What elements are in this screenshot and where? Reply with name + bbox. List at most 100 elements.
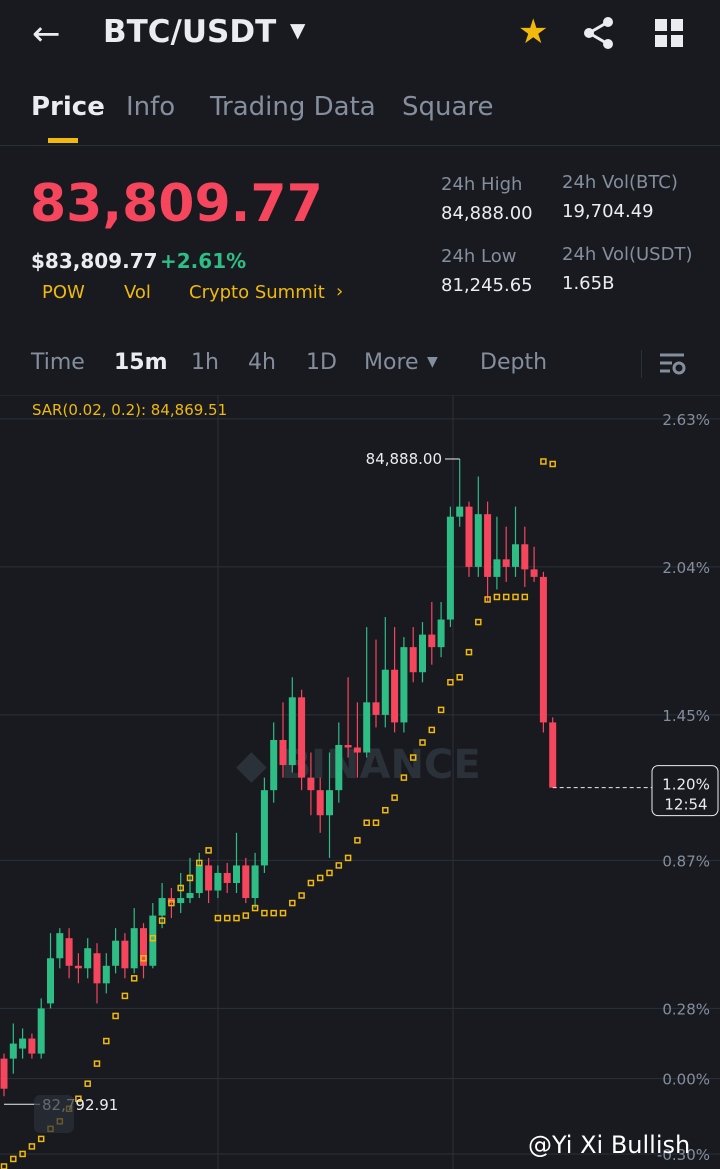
sar-dot xyxy=(149,934,157,942)
zoom-button[interactable] xyxy=(34,1095,74,1133)
menu-icon[interactable] xyxy=(655,19,683,47)
last-price: 83,809.77 xyxy=(30,174,323,234)
sar-dot xyxy=(335,862,343,869)
sar-dot xyxy=(409,754,417,761)
interval[interactable]: 1D xyxy=(306,350,337,375)
sar-dot xyxy=(251,904,259,912)
sar-dot xyxy=(400,774,408,781)
candle-body xyxy=(195,865,203,894)
stat-label: 24h Vol(BTC) xyxy=(562,172,678,193)
countdown: 12:54 xyxy=(664,796,707,814)
interval[interactable]: 15m xyxy=(114,350,168,375)
candle-body xyxy=(158,898,166,916)
stat-label: 24h Vol(USDT) xyxy=(562,244,693,265)
sar-dot xyxy=(223,914,231,922)
candle-body xyxy=(428,634,436,648)
tag[interactable]: Vol xyxy=(124,282,151,303)
candle-body xyxy=(298,697,306,778)
sar-dot xyxy=(540,458,547,465)
sar-dot xyxy=(177,884,184,892)
candle-body xyxy=(56,933,64,959)
pair-dropdown[interactable]: ▼ xyxy=(290,18,306,42)
sar-dot xyxy=(391,794,398,801)
y-tick-label: 0.00% xyxy=(662,1071,710,1089)
back-button[interactable]: ← xyxy=(32,14,61,54)
candle-body xyxy=(363,702,371,753)
sar-dot xyxy=(233,914,240,922)
y-tick-label: 0.28% xyxy=(662,1000,710,1018)
candle-body xyxy=(316,790,324,816)
tab[interactable]: Price xyxy=(31,92,105,122)
sar-dot xyxy=(437,706,445,714)
share-icon[interactable] xyxy=(582,16,616,50)
interval[interactable]: Depth xyxy=(480,350,548,375)
candle-body xyxy=(93,953,101,984)
pair-title[interactable]: BTC/USDT xyxy=(103,14,277,50)
stat-value: 81,245.65 xyxy=(441,275,533,296)
tag[interactable]: Crypto Summit xyxy=(189,282,325,303)
sar-dot xyxy=(112,1012,119,1020)
y-tick-label: 1.45% xyxy=(662,707,710,725)
candle-body xyxy=(37,1008,45,1054)
candle-body xyxy=(9,1043,17,1059)
chevron[interactable]: › xyxy=(336,281,344,302)
candlestick-chart: ◆ BINANCE SAR(0.02, 0.2): 84,869.51 2.63… xyxy=(0,395,720,1169)
candle-body xyxy=(65,938,73,966)
sar-dot xyxy=(419,739,426,746)
candle-body xyxy=(84,948,92,969)
sar-dot xyxy=(344,854,352,862)
sar-dot xyxy=(0,1163,8,1169)
candle-body xyxy=(419,634,426,673)
candle-body xyxy=(177,898,185,904)
sar-dot xyxy=(261,909,268,917)
sar-dot xyxy=(326,869,333,877)
interval[interactable]: More xyxy=(364,350,419,375)
candle-body xyxy=(214,872,222,891)
sar-dot xyxy=(37,1135,45,1143)
stat-label: 24h Low xyxy=(441,246,517,267)
tab[interactable]: Info xyxy=(126,92,176,122)
candle-body xyxy=(549,722,557,788)
candle-body xyxy=(47,958,54,1004)
favorite-star[interactable]: ★ xyxy=(518,12,549,52)
interval[interactable]: Time xyxy=(31,350,85,375)
sar-dot xyxy=(75,1095,82,1103)
interval[interactable]: 4h xyxy=(248,350,276,375)
y-tick-label: -0.30% xyxy=(657,1146,710,1164)
candle-body xyxy=(260,790,268,866)
candle-body xyxy=(493,559,501,577)
candle-body xyxy=(372,702,380,715)
usd-price: $83,809.77 xyxy=(31,249,158,273)
candle-body xyxy=(130,928,138,969)
sar-dot xyxy=(465,648,473,656)
sar-dot xyxy=(307,879,315,887)
sar-dot xyxy=(93,1060,101,1067)
candle-body xyxy=(484,514,492,577)
sar-dot xyxy=(19,1150,26,1158)
y-tick-label: 0.87% xyxy=(662,852,710,870)
last-price-label: 1.20% xyxy=(662,776,710,794)
sar-dot xyxy=(521,593,529,601)
interval[interactable]: 1h xyxy=(191,350,219,375)
tag[interactable]: POW xyxy=(42,282,85,303)
tab[interactable]: Square xyxy=(402,92,494,122)
candle-body xyxy=(391,669,399,723)
sar-dot xyxy=(130,975,138,982)
candle-body xyxy=(344,744,352,748)
watermark: @Yi Xi Bullish xyxy=(528,1131,691,1159)
sar-dot xyxy=(447,679,454,686)
sar-dot xyxy=(289,899,296,907)
high-label: 84,888.00 xyxy=(366,450,442,468)
candle-body xyxy=(512,544,519,567)
sar-dot xyxy=(270,909,277,917)
settings-icon[interactable] xyxy=(660,352,686,376)
tab[interactable]: Trading Data xyxy=(210,92,376,122)
sar-dot xyxy=(316,874,324,882)
sar-dot xyxy=(382,806,389,814)
candle-body xyxy=(0,1058,8,1089)
sar-dot xyxy=(428,726,436,734)
candle-body xyxy=(521,544,529,570)
last-price-box xyxy=(651,765,719,817)
candle-body xyxy=(121,940,129,969)
sar-dot xyxy=(205,847,212,854)
